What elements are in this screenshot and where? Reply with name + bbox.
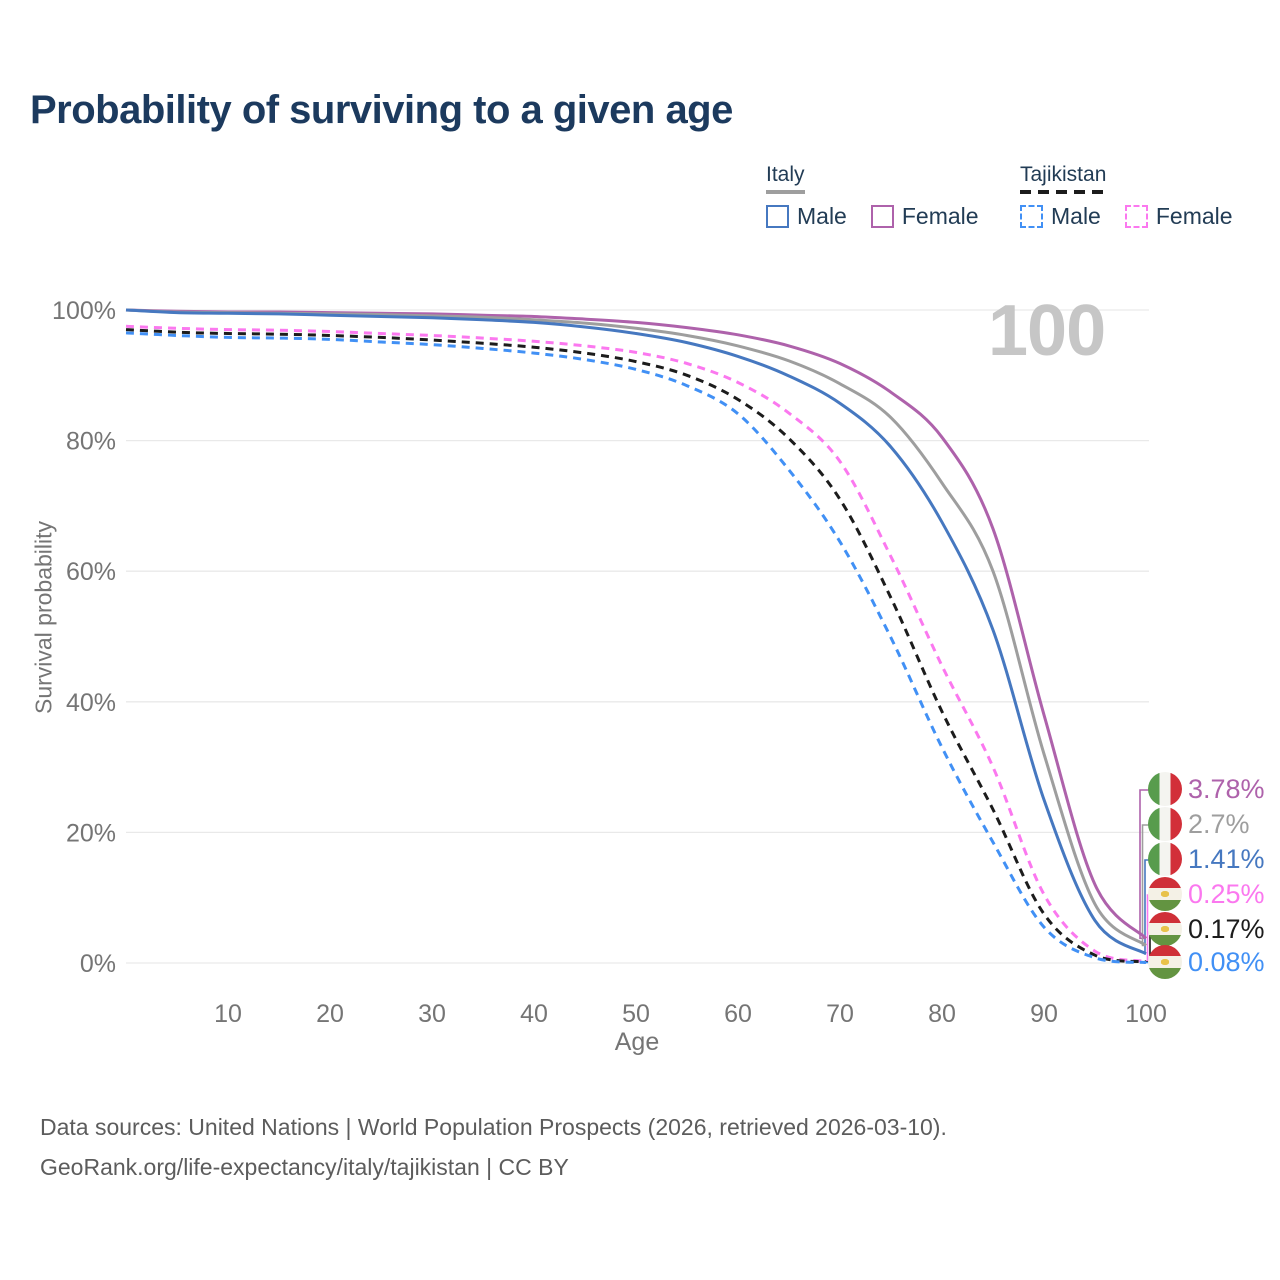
- tajikistan-flag-icon: [1148, 877, 1182, 911]
- series-curve[interactable]: [125, 331, 1147, 964]
- x-tick-label: 80: [928, 1000, 956, 1028]
- x-tick-label: 30: [418, 1000, 446, 1028]
- end-label-row: 3.78%: [1148, 772, 1265, 806]
- italy-flag-icon: [1148, 842, 1182, 876]
- italy-flag-icon: [1148, 807, 1182, 841]
- x-tick-label: 40: [520, 1000, 548, 1028]
- end-label-row: 0.17%: [1148, 912, 1265, 946]
- legend-country-line-sample: [1020, 190, 1107, 194]
- tajikistan-flag-icon: [1148, 945, 1182, 979]
- legend-country-italy[interactable]: Italy: [766, 163, 805, 194]
- legend-country-tajikistan[interactable]: Tajikistan: [1020, 163, 1107, 194]
- legend-item-italy-male[interactable]: Male: [766, 203, 847, 230]
- legend-swatch-icon: [870, 205, 894, 228]
- legend-item-italy-female[interactable]: Female: [870, 203, 979, 230]
- end-label-value: 2.7%: [1188, 808, 1250, 839]
- y-tick-label: 60%: [66, 558, 116, 586]
- x-tick-label: 70: [826, 1000, 854, 1028]
- x-tick-label: 20: [316, 1000, 344, 1028]
- x-tick-label: 10: [214, 1000, 242, 1028]
- italy-flag-icon: [1148, 772, 1182, 806]
- legend-country-label: Italy: [766, 163, 805, 186]
- footer-sources: Data sources: United Nations | World Pop…: [40, 1114, 947, 1140]
- hover-age-watermark: 100: [988, 291, 1106, 371]
- x-tick-label: 100: [1125, 1000, 1167, 1028]
- y-tick-label: 20%: [66, 819, 116, 847]
- y-tick-label: 80%: [66, 428, 116, 456]
- legend-group-italy: Italy Male Female: [766, 163, 1003, 230]
- tajikistan-flag-icon: [1148, 912, 1182, 946]
- series-curve[interactable]: [125, 324, 1147, 963]
- chart-title: Probability of surviving to a given age: [30, 88, 733, 132]
- end-label-row: 0.08%: [1148, 945, 1265, 979]
- legend-item-label: Male: [797, 203, 847, 229]
- y-tick-label: 40%: [66, 689, 116, 717]
- legend-item-tajikistan-male[interactable]: Male: [1020, 203, 1101, 230]
- end-label-row: 1.41%: [1148, 842, 1265, 876]
- end-label-row: 2.7%: [1148, 807, 1250, 841]
- legend-group-tajikistan: Tajikistan Male Female: [1020, 163, 1257, 230]
- x-axis-title: Age: [614, 1028, 660, 1056]
- legend-item-label: Female: [1155, 203, 1233, 229]
- legend-country-line-sample: [766, 190, 805, 194]
- footer-attribution: GeoRank.org/life-expectancy/italy/tajiki…: [40, 1154, 569, 1181]
- end-label-row: 0.25%: [1148, 877, 1265, 911]
- x-tick-label: 60: [724, 1000, 752, 1028]
- legend-item-tajikistan-female[interactable]: Female: [1124, 203, 1233, 230]
- end-label-value: 0.25%: [1188, 878, 1265, 909]
- legend-swatch-icon: [766, 205, 789, 228]
- end-label-value: 0.17%: [1188, 913, 1265, 944]
- x-tick-label: 50: [622, 1000, 650, 1028]
- y-tick-label: 0%: [80, 950, 116, 978]
- series-curve[interactable]: [125, 328, 1147, 964]
- legend-country-label: Tajikistan: [1020, 163, 1107, 186]
- end-label-value: 3.78%: [1188, 773, 1265, 804]
- legend-swatch-icon: [1020, 205, 1043, 228]
- legend-swatch-icon: [1124, 205, 1148, 228]
- end-label-value: 0.08%: [1188, 946, 1265, 977]
- y-tick-label: 100%: [52, 297, 116, 325]
- y-axis-title: Survival probability: [30, 520, 57, 715]
- legend-item-label: Female: [901, 203, 979, 229]
- series-curve[interactable]: [125, 308, 1147, 956]
- end-label-value: 1.41%: [1188, 843, 1265, 874]
- footer: Data sources: United Nations | World Pop…: [40, 1107, 947, 1188]
- legend-item-label: Male: [1051, 203, 1101, 229]
- x-tick-label: 90: [1030, 1000, 1058, 1028]
